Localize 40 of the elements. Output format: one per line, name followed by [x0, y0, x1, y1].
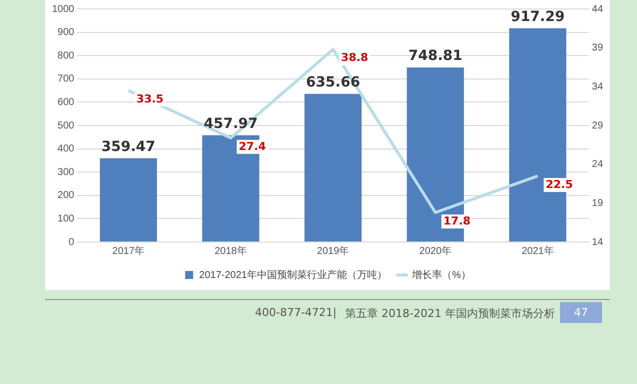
text: 47: [560, 302, 602, 323]
y-tick-label: 600: [58, 96, 75, 108]
y2-tick-label: 34: [592, 81, 604, 92]
data-label: 38.8: [341, 51, 368, 64]
y-tick-label: 300: [58, 166, 75, 178]
data-label: 27.4: [238, 140, 266, 153]
data-label: 748.81: [408, 48, 462, 64]
y-tick-label: 100: [58, 213, 75, 224]
y-tick-label: 900: [58, 27, 75, 38]
bar: [304, 94, 362, 242]
y2-tick-label: 39: [592, 42, 604, 54]
data-label: 635.66: [306, 74, 360, 91]
y2-tick-label: 29: [592, 120, 604, 132]
y-tick-label: 800: [58, 50, 75, 62]
y-tick-label: 0: [68, 236, 75, 248]
data-label: 17.8: [443, 214, 471, 228]
y2-tick-label: 14: [592, 236, 604, 248]
x-tick-label: 2019年: [316, 244, 350, 257]
x-tick-label: 2017年: [112, 244, 145, 257]
y2-tick-label: 19: [592, 198, 604, 209]
y-tick-label: 400: [58, 144, 75, 155]
x-tick-label: 2018年: [214, 244, 247, 257]
text: 第五章 2018-2021 年国内预制菜市场分析: [345, 306, 555, 321]
legend-label: 2017-2021年中国预制菜行业产能（万吨）: [199, 268, 387, 281]
data-label: 359.47: [101, 138, 156, 155]
bar: [100, 158, 157, 242]
y-tick-label: 1000: [52, 4, 75, 15]
x-tick-label: 2021年: [522, 244, 554, 257]
text: 400-877-4721|: [255, 306, 337, 319]
y-tick-label: 700: [58, 74, 75, 85]
legend-label: 增长率（%）: [410, 268, 471, 281]
y-tick-label: 200: [58, 190, 75, 202]
data-label: 457.97: [204, 116, 258, 132]
data-label: 33.5: [136, 92, 164, 106]
y2-tick-label: 24: [592, 159, 604, 170]
y-tick-label: 500: [58, 120, 75, 132]
x-tick-label: 2020年: [419, 244, 452, 257]
y2-tick-label: 44: [592, 4, 604, 15]
data-label: 22.5: [546, 178, 573, 191]
data-label: 917.29: [510, 8, 565, 25]
